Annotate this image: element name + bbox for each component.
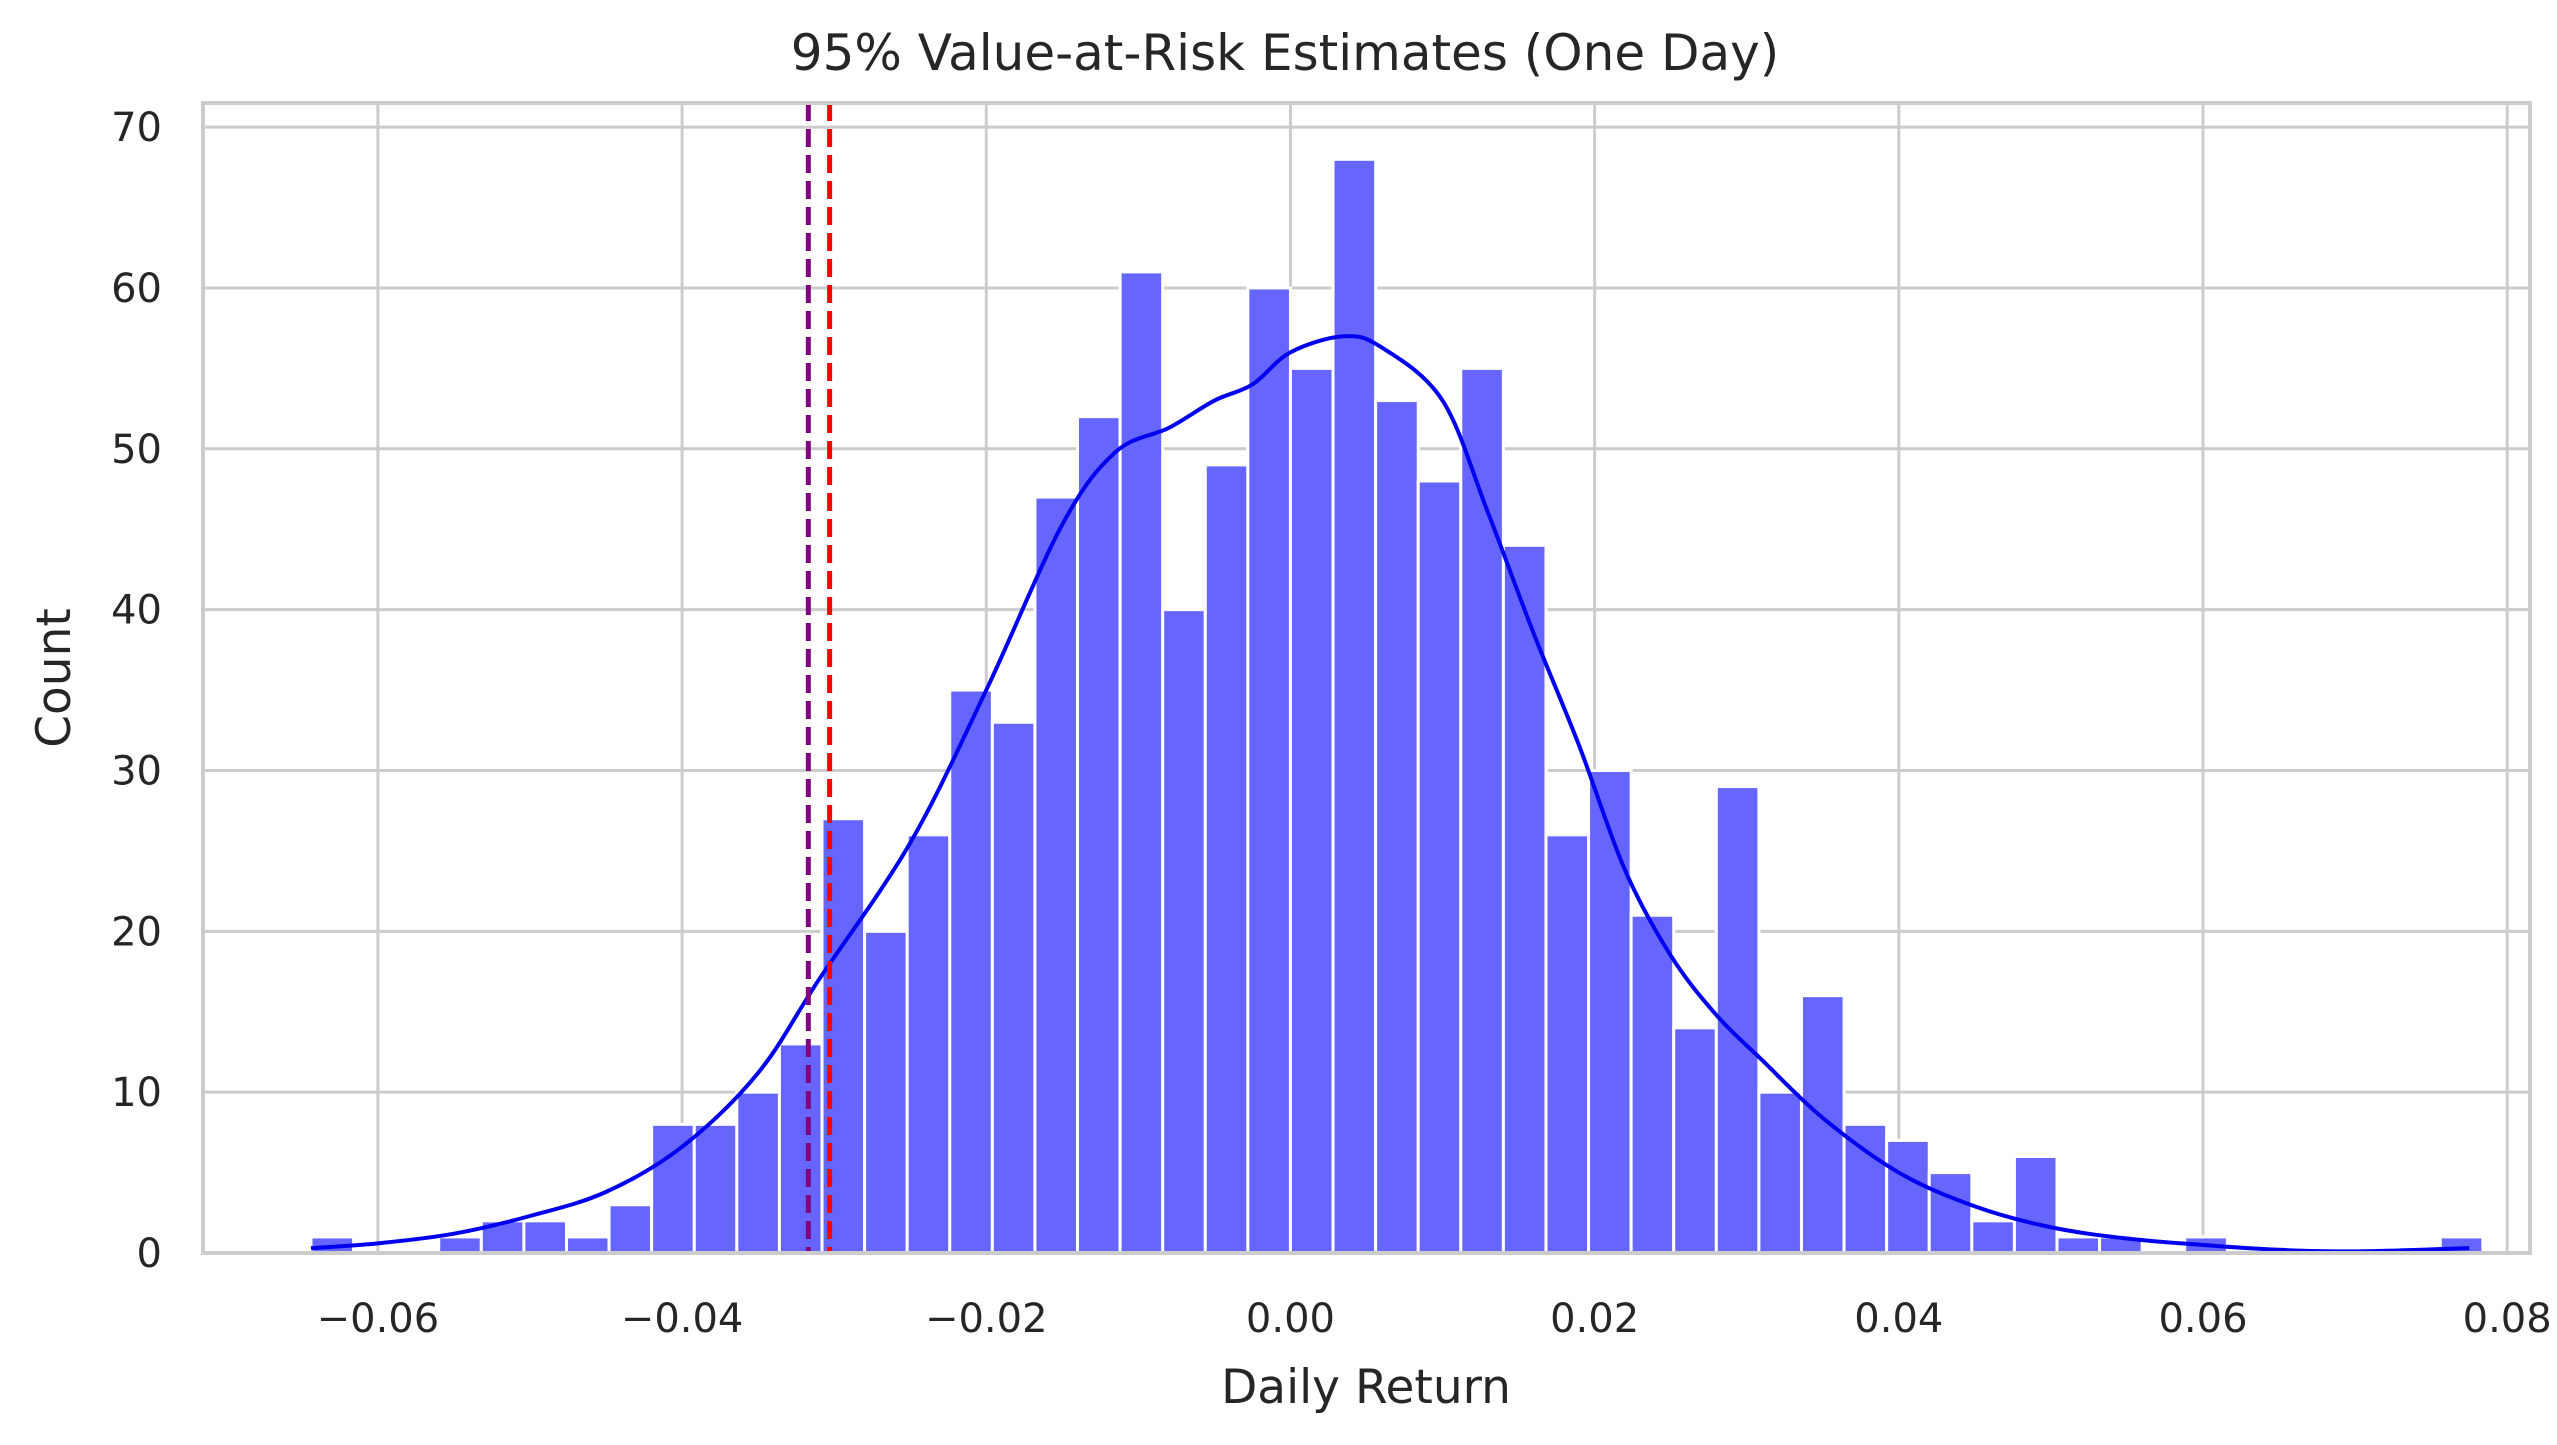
histogram-bar-10 [735, 1090, 781, 1255]
histogram-bar-25 [1374, 399, 1420, 1255]
kde-layer [310, 334, 2470, 1254]
histogram-bar-14 [905, 833, 952, 1255]
x-tick-label-5: 0.04 [1854, 1296, 1943, 1342]
x-axis-label: Daily Return [1221, 1360, 1511, 1415]
histogram-bar-9 [692, 1122, 739, 1255]
histogram-bar-8 [650, 1122, 696, 1255]
histogram-bar-7 [607, 1203, 654, 1255]
histogram-bar-30 [1587, 768, 1633, 1255]
var-lines [805, 103, 833, 1253]
y-tick-label-6: 60 [111, 266, 162, 312]
histogram-bar-37 [1885, 1138, 1931, 1255]
histogram-bar-20 [1161, 608, 1207, 1255]
y-tick-label-1: 10 [111, 1070, 162, 1116]
y-tick-label-2: 20 [111, 909, 162, 955]
x-tick-label-2: −0.02 [925, 1296, 1048, 1342]
histogram-bar-28 [1501, 543, 1548, 1255]
histogram-bars [309, 157, 2485, 1255]
y-tick-label-0: 0 [137, 1231, 162, 1277]
histogram-bar-24 [1331, 157, 1378, 1255]
histogram-bar-5 [522, 1219, 568, 1255]
histogram-bar-22 [1246, 286, 1292, 1255]
x-tick-label-6: 0.06 [2158, 1296, 2247, 1342]
histogram-bar-34 [1757, 1090, 1803, 1255]
histogram-bar-40 [2012, 1154, 2059, 1255]
histogram-bar-18 [1076, 415, 1122, 1255]
histogram-bar-23 [1288, 366, 1335, 1255]
y-tick-label-4: 40 [111, 588, 162, 634]
y-tick-label-5: 50 [111, 427, 162, 473]
x-tick-label-4: 0.02 [1550, 1296, 1639, 1342]
x-tick-label-1: −0.04 [621, 1296, 744, 1342]
histogram-bar-15 [948, 688, 994, 1255]
y-tick-label-7: 70 [111, 105, 162, 151]
x-tick-label-7: 0.08 [2463, 1296, 2552, 1342]
histogram-bar-16 [990, 720, 1037, 1255]
histogram-bar-38 [1927, 1171, 1974, 1255]
x-tick-label-3: 0.00 [1246, 1296, 1335, 1342]
histogram-bar-11 [777, 1042, 824, 1255]
histogram-bar-21 [1203, 463, 1250, 1255]
plot-frame [201, 101, 2532, 1255]
x-tick-labels: −0.06 −0.04 −0.02 0.00 0.02 0.04 0.06 0.08 [317, 1296, 2552, 1342]
y-tick-labels: 0 10 20 30 40 50 60 70 [111, 105, 162, 1277]
histogram-bar-6 [564, 1235, 611, 1255]
histogram-bar-32 [1672, 1026, 1718, 1255]
histogram-bar-19 [1118, 270, 1165, 1255]
histogram-bar-13 [863, 929, 909, 1255]
y-tick-label-3: 30 [111, 748, 162, 794]
histogram-bar-31 [1629, 913, 1676, 1255]
histogram-bar-35 [1799, 994, 1846, 1255]
histogram-bar-27 [1459, 366, 1505, 1255]
histogram-bar-36 [1842, 1122, 1889, 1255]
kde-curve-0 [310, 334, 2470, 1254]
histogram-bar-17 [1033, 495, 1080, 1255]
histogram-bar-29 [1544, 833, 1591, 1255]
x-tick-label-0: −0.06 [317, 1296, 440, 1342]
histogram-bar-41 [2055, 1235, 2102, 1255]
histogram-bar-3 [437, 1235, 483, 1255]
histogram-bar-39 [1970, 1219, 2016, 1255]
chart-title: 95% Value-at-Risk Estimates (One Day) [791, 24, 1779, 82]
y-axis-label: Count [27, 608, 82, 748]
histogram-bar-26 [1416, 479, 1463, 1255]
